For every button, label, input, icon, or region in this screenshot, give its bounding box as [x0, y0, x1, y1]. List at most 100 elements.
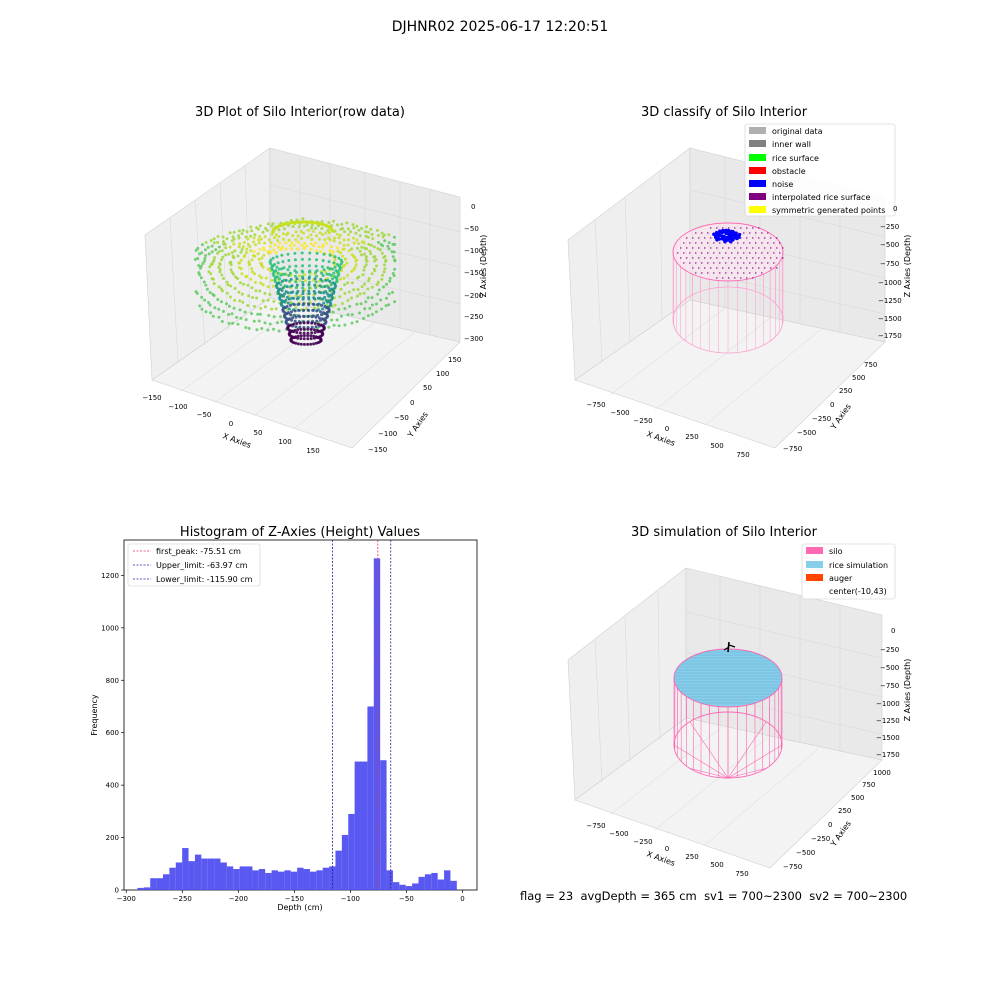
- data-point: [315, 258, 319, 262]
- surface-point: [713, 262, 715, 264]
- x-tick: −500: [610, 409, 629, 417]
- data-point: [257, 319, 261, 323]
- data-point: [290, 329, 294, 333]
- data-point: [313, 322, 317, 325]
- data-point: [376, 280, 380, 284]
- data-point: [258, 274, 262, 278]
- data-point: [245, 247, 249, 251]
- legend-swatch: [749, 180, 766, 187]
- data-point: [306, 235, 310, 239]
- data-point: [332, 236, 336, 240]
- data-point: [339, 314, 343, 318]
- surface-point: [773, 262, 775, 264]
- data-point: [246, 304, 250, 307]
- y-axis-label: Frequency: [90, 694, 99, 736]
- surface-point: [716, 247, 718, 249]
- surface-point: [737, 242, 739, 244]
- reference-lines: [332, 540, 392, 890]
- data-point: [229, 268, 233, 272]
- data-point: [380, 277, 384, 281]
- data-point: [224, 253, 228, 257]
- surface-point: [689, 252, 691, 254]
- data-point: [307, 276, 311, 280]
- data-point: [343, 292, 347, 295]
- data-point: [272, 315, 276, 319]
- surface-point: [734, 227, 736, 229]
- surface-point: [749, 242, 751, 244]
- surface-point: [773, 242, 775, 244]
- data-point: [263, 241, 267, 245]
- data-point: [387, 303, 391, 307]
- data-point: [276, 239, 280, 242]
- data-point: [238, 261, 242, 265]
- data-point: [258, 224, 262, 228]
- data-point: [309, 248, 313, 251]
- histogram-bar: [424, 874, 432, 890]
- noise-point: [730, 238, 735, 242]
- data-point: [217, 307, 221, 311]
- data-point: [209, 272, 213, 276]
- data-point: [300, 244, 304, 248]
- surface-point: [758, 237, 760, 239]
- data-point: [301, 217, 305, 221]
- legend-swatch: [749, 193, 766, 200]
- data-point: [293, 258, 297, 262]
- x-tick: −500: [609, 830, 628, 838]
- data-point: [245, 230, 249, 234]
- data-point: [279, 315, 282, 319]
- data-point: [302, 342, 306, 346]
- data-point: [348, 304, 352, 308]
- data-point: [213, 256, 217, 260]
- data-point: [335, 263, 339, 266]
- data-point: [260, 256, 264, 260]
- z-tick: −1000: [878, 279, 902, 287]
- surface-point: [782, 257, 784, 259]
- data-point: [200, 295, 204, 299]
- data-point: [342, 247, 346, 251]
- data-point: [220, 258, 223, 262]
- data-point: [240, 292, 244, 296]
- data-point: [328, 253, 332, 257]
- data-point: [320, 271, 324, 275]
- x-tick: 750: [736, 451, 749, 459]
- data-point: [238, 242, 242, 246]
- data-point: [355, 224, 359, 228]
- x-tick: 0: [229, 420, 233, 428]
- surface-point: [758, 267, 760, 269]
- surface-point: [743, 272, 745, 274]
- data-point: [273, 236, 277, 240]
- data-point: [337, 256, 341, 260]
- histogram-bar: [150, 878, 157, 890]
- histogram-bar: [207, 858, 215, 890]
- histogram-bar: [399, 884, 406, 890]
- data-point: [295, 331, 299, 334]
- surface-point: [704, 247, 706, 249]
- surface-point: [752, 277, 754, 279]
- y-tick: 500: [851, 794, 864, 802]
- data-point: [298, 331, 302, 335]
- data-point: [356, 288, 360, 291]
- surface-point: [707, 262, 709, 264]
- data-point: [380, 273, 384, 277]
- x-tick: −200: [229, 895, 248, 903]
- avg-depth-value: avgDepth = 365 cm: [580, 889, 697, 903]
- surface-point: [713, 252, 715, 254]
- data-point: [287, 274, 291, 277]
- data-point: [204, 241, 208, 244]
- data-point: [299, 327, 303, 331]
- data-point: [317, 316, 321, 320]
- data-point: [327, 325, 331, 329]
- histogram-bar: [194, 854, 202, 890]
- data-point: [222, 240, 225, 244]
- y-tick: 600: [106, 729, 119, 737]
- data-point: [242, 240, 246, 244]
- data-point: [218, 262, 222, 265]
- surface-point: [707, 272, 709, 274]
- data-point: [310, 321, 314, 325]
- data-point: [330, 245, 334, 249]
- x-ticks: −300 −250 −200 −150 −100 −50 0: [117, 890, 465, 903]
- figure-title: DJHNR02 2025-06-17 12:20:51: [392, 19, 609, 35]
- data-point: [276, 271, 280, 275]
- data-point: [370, 296, 374, 300]
- data-point: [320, 331, 324, 335]
